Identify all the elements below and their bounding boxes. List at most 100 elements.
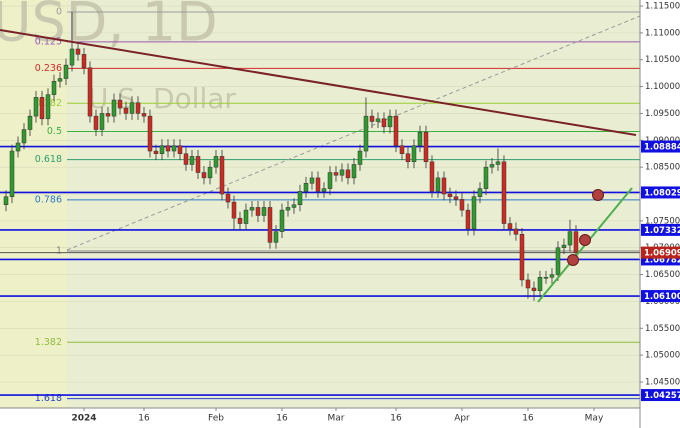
candle-body [543, 277, 549, 279]
x-tick-label: Feb [208, 414, 224, 424]
candle-body [405, 153, 411, 163]
candle-body [81, 54, 87, 69]
y-tick-label: 1.06500 [645, 270, 680, 280]
candle-body [357, 150, 363, 165]
price-label-box [641, 186, 680, 199]
candle-body [291, 204, 297, 208]
time-axis [0, 408, 640, 428]
candle-body [561, 244, 567, 248]
candle-body [195, 156, 201, 173]
candle-body [483, 166, 489, 189]
candle-body [15, 142, 21, 152]
candle-body [393, 115, 399, 146]
candle-body [225, 193, 231, 203]
candle-body [537, 277, 543, 291]
fib-label: 1 [56, 245, 62, 256]
candle-body [93, 115, 99, 130]
candle-body [177, 145, 183, 154]
candle-body [213, 156, 219, 168]
candle-body [231, 201, 237, 219]
candle-body [123, 107, 129, 114]
x-tick-label: 16 [276, 414, 288, 424]
price-label: 1.07332 [644, 226, 680, 236]
y-tick-label: 1.11000 [645, 28, 680, 38]
x-tick-label: Apr [454, 414, 470, 424]
candle-body [261, 207, 267, 216]
candle-body [135, 102, 141, 114]
candle-body [219, 156, 225, 195]
candle-body [3, 196, 9, 206]
candle-body [501, 161, 507, 224]
candle-body [327, 172, 333, 189]
candle-body [237, 217, 243, 224]
candle-body [21, 129, 27, 144]
fib-label: 1.618 [35, 393, 62, 404]
candle-body [369, 115, 375, 122]
y-tick-label: 1.11500 [645, 2, 680, 12]
candle-body [273, 231, 279, 243]
candle-body [495, 161, 501, 165]
x-tick-label: 16 [390, 414, 402, 424]
candle-body [129, 102, 135, 114]
candle-body [321, 188, 327, 192]
price-label-box [641, 246, 680, 259]
candle-body [567, 231, 573, 246]
y-tick-label: 1.05000 [645, 351, 680, 361]
price-label: 1.06782 [644, 255, 680, 265]
candle-body [45, 94, 51, 120]
candle-body [39, 97, 45, 120]
candle-body [375, 118, 381, 122]
candle-body [417, 131, 423, 146]
candle-body [363, 115, 369, 152]
candle-body [429, 161, 435, 192]
price-label: 1.06909 [644, 249, 680, 259]
candle-body [99, 113, 105, 130]
candle-body [165, 145, 171, 152]
candle-body [399, 145, 405, 154]
candle-body [249, 207, 255, 211]
candle-body [555, 247, 561, 275]
candle-body [309, 177, 315, 184]
candle-body [171, 145, 177, 152]
candle-body [297, 191, 303, 206]
candle-body [111, 99, 117, 117]
fib-label: 0.618 [35, 154, 62, 165]
candle-body [189, 156, 195, 165]
candle-body [315, 177, 321, 192]
target-point [592, 189, 604, 201]
candle-body [549, 274, 555, 278]
candle-body [471, 196, 477, 230]
candle-body [243, 209, 249, 224]
fib-label: 0 [56, 7, 62, 18]
candle-body [141, 113, 147, 117]
x-tick-label: Mar [327, 414, 344, 424]
candle-body [513, 228, 519, 235]
fib-label: 1.382 [35, 337, 62, 348]
y-tick-label: 1.10000 [645, 82, 680, 92]
price-label: 1.08029 [644, 188, 680, 198]
price-label-box [641, 223, 680, 236]
candle-body [489, 164, 495, 168]
candle-body [459, 199, 465, 211]
candle-body [333, 172, 339, 176]
y-tick-label: 1.09500 [645, 109, 680, 119]
candle-body [453, 196, 459, 200]
candle-body [153, 150, 159, 154]
candle-body [69, 48, 75, 66]
candle-body [201, 172, 207, 179]
candle-body [279, 209, 285, 232]
watermark-symbol: USD, 1D [0, 0, 218, 54]
price-label-box [641, 290, 680, 303]
candle-body [207, 166, 213, 179]
candle-body [447, 193, 453, 197]
candle-body [63, 64, 69, 79]
fib-label: 0.236 [35, 63, 62, 74]
candle-body [423, 131, 429, 163]
candle-body [255, 207, 261, 216]
candle-body [183, 153, 189, 165]
target-point [579, 234, 591, 246]
candle-body [387, 115, 393, 128]
y-tick-label: 1.04500 [645, 378, 680, 388]
candle-body [285, 207, 291, 211]
